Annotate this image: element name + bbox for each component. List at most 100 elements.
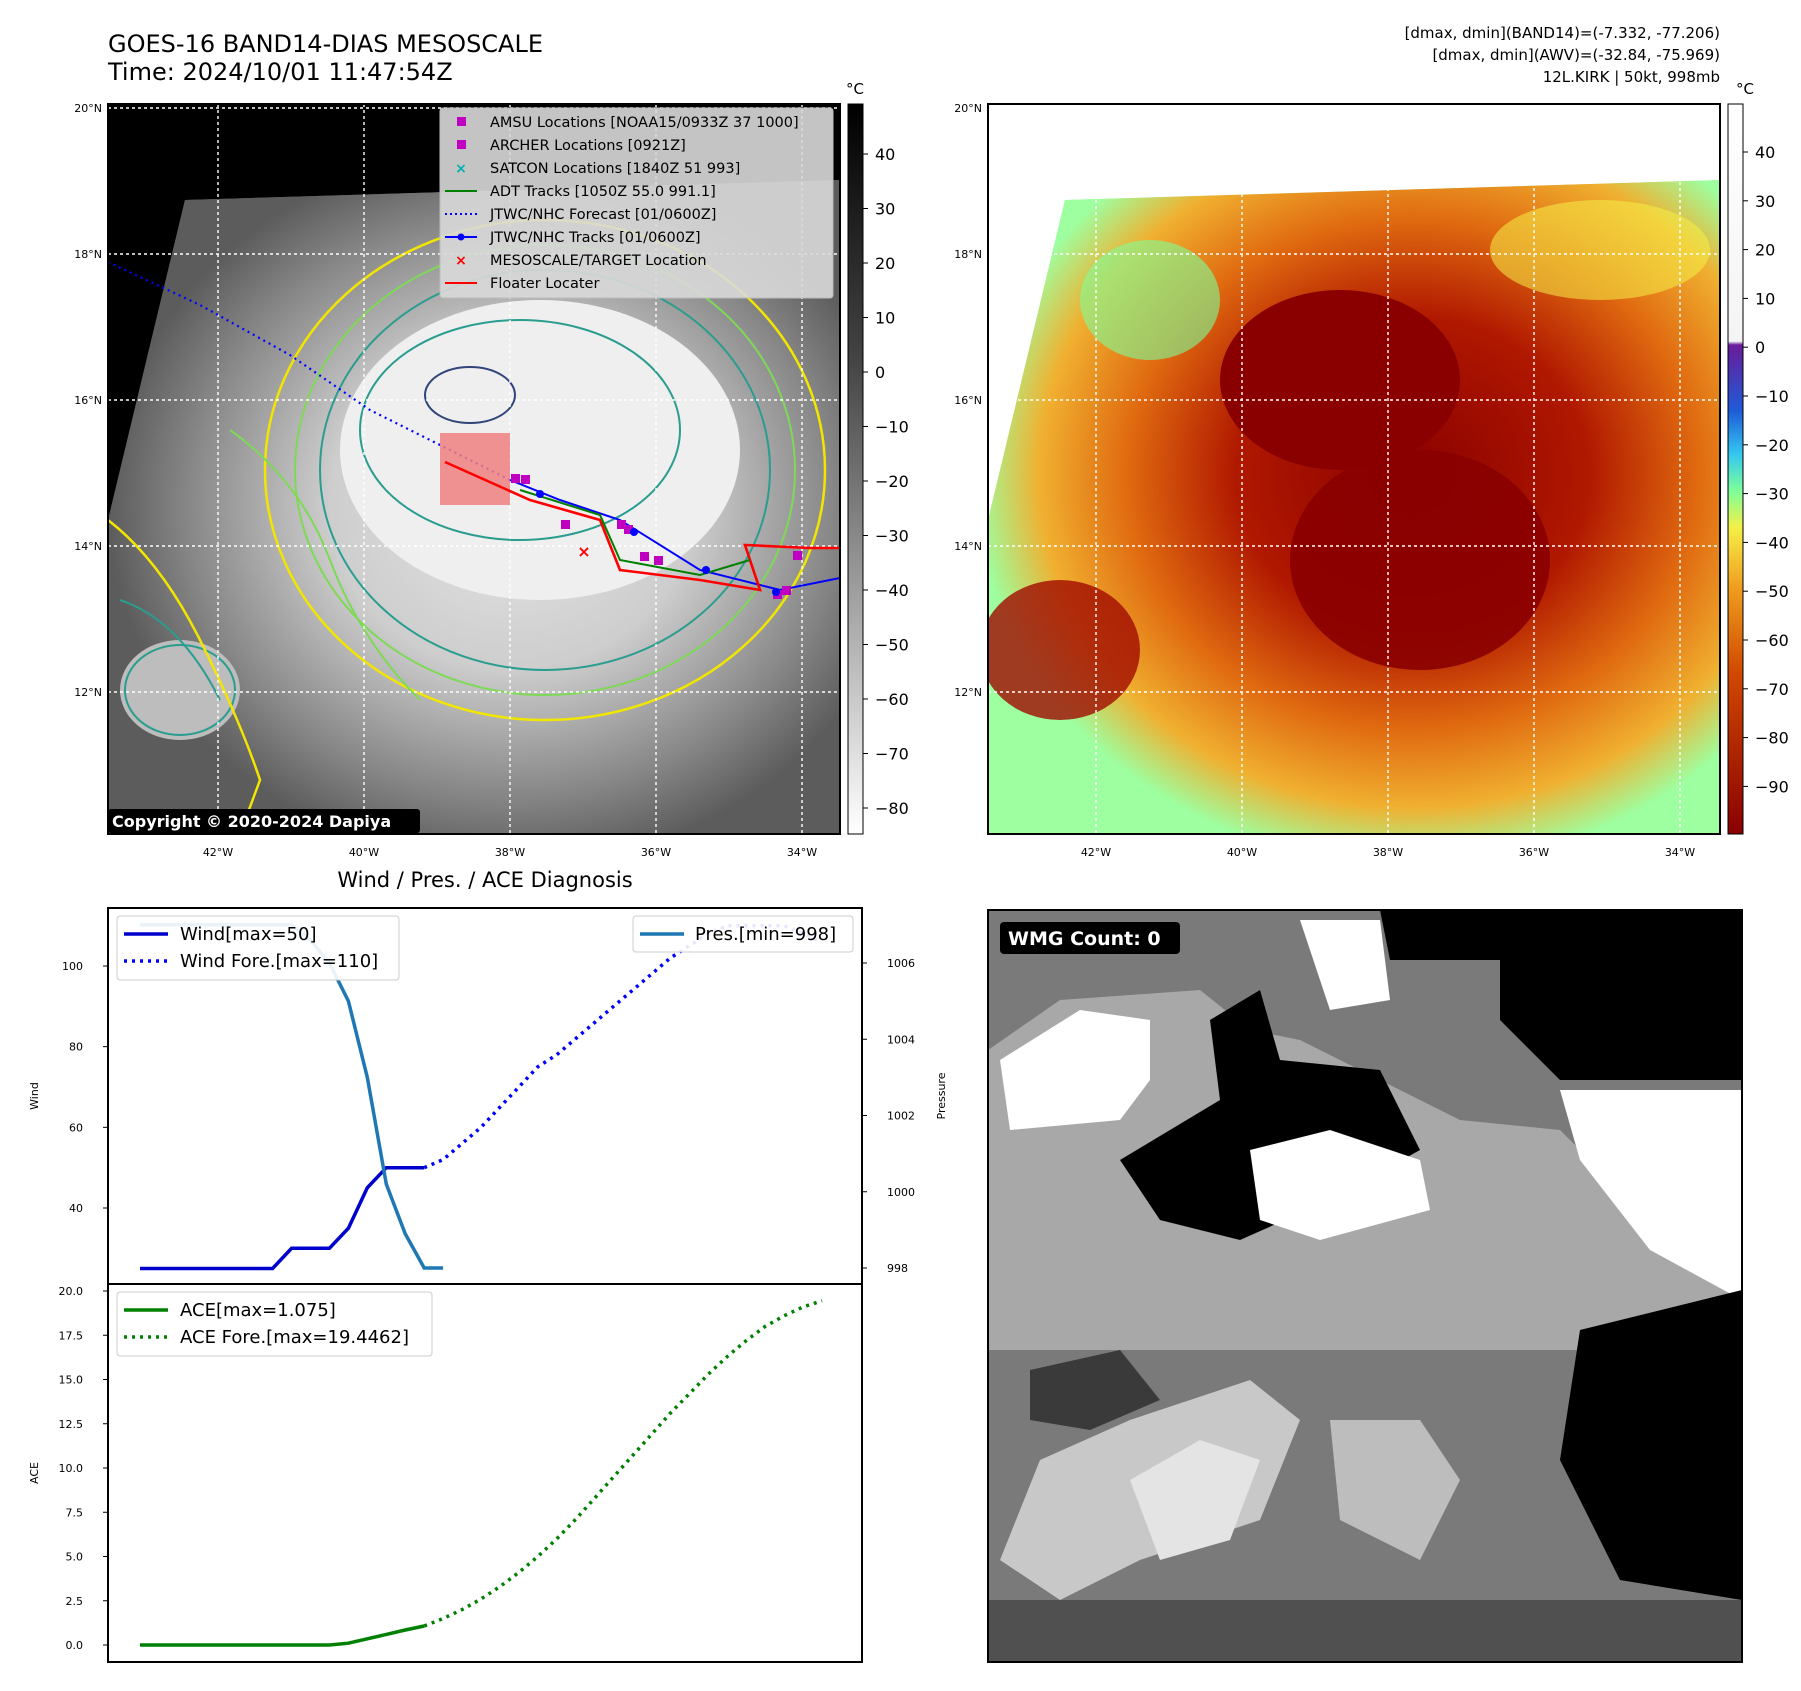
pressure-tick-label: 1004 bbox=[887, 1033, 915, 1046]
pressure-tick-label: 998 bbox=[887, 1262, 908, 1275]
svg-text:12°N: 12°N bbox=[954, 686, 982, 699]
svg-text:36°W: 36°W bbox=[1519, 846, 1549, 859]
legend-marker-satcon: × bbox=[455, 161, 467, 177]
svg-text:18°N: 18°N bbox=[74, 248, 102, 261]
legend-wind-forecast: Wind Fore.[max=110] bbox=[180, 951, 378, 972]
diag-title: Wind / Pres. / ACE Diagnosis bbox=[337, 868, 632, 892]
ir-color-map bbox=[987, 103, 1721, 835]
wind-pressure-panel: 40 60 80 100 998 1000 1002 1004 1006 Wind Press… bbox=[28, 907, 948, 1285]
info-band14: [dmax, dmin](BAND14)=(-7.332, -77.206) bbox=[1405, 24, 1720, 42]
legend-ace: ACE[max=1.075] bbox=[180, 1300, 336, 1321]
svg-text:×: × bbox=[577, 542, 590, 561]
legend-label-target: MESOSCALE/TARGET Location bbox=[490, 253, 707, 269]
wmg-panel: WMG Count: 0 bbox=[987, 909, 1743, 1663]
svg-text:20°N: 20°N bbox=[954, 102, 982, 115]
ace-panel: 0.0 2.5 5.0 7.5 10.0 12.5 15.0 17.5 20.0 ACE ACE… bbox=[28, 1283, 863, 1663]
wind-tick-label: 60 bbox=[69, 1121, 83, 1134]
right-colorbar: °C 40 30 20 10 0 −10 −20 −30 −40 −50 −60 −70 −80 −90 bbox=[1727, 80, 1789, 835]
colorbar-tick-label: −50 bbox=[875, 636, 909, 655]
svg-text:34°W: 34°W bbox=[787, 846, 817, 859]
colorbar-tick-label: −10 bbox=[1755, 387, 1789, 406]
colorbar-tick-label: −30 bbox=[1755, 485, 1789, 504]
colorbar-tick-label: −80 bbox=[1755, 729, 1789, 748]
legend-label-archer: ARCHER Locations [0921Z] bbox=[490, 138, 686, 154]
svg-text:42°W: 42°W bbox=[203, 846, 233, 859]
ace-tick-label: 12.5 bbox=[59, 1418, 84, 1431]
svg-text:38°W: 38°W bbox=[495, 846, 525, 859]
colorbar-tick-label: 10 bbox=[875, 309, 895, 328]
svg-text:42°W: 42°W bbox=[1081, 846, 1111, 859]
svg-text:18°N: 18°N bbox=[954, 248, 982, 261]
svg-text:14°N: 14°N bbox=[74, 540, 102, 553]
colorbar-tick-label: 20 bbox=[1755, 241, 1775, 260]
left-colorbar-ticks: 40 30 20 10 0 −10 −20 −30 −40 −50 −60 −70 −80 bbox=[863, 145, 909, 818]
svg-text:16°N: 16°N bbox=[954, 394, 982, 407]
map-legend: × × AMSU Locations [NOAA15/0933Z 37 1000… bbox=[439, 107, 834, 299]
figure-time: Time: 2024/10/01 11:47:54Z bbox=[107, 58, 453, 86]
colorbar-tick-label: 0 bbox=[1755, 338, 1765, 357]
left-colorbar-unit: °C bbox=[846, 80, 864, 98]
pressure-y-ticks: 998 1000 1002 1004 1006 bbox=[862, 957, 915, 1275]
pressure-tick-label: 1000 bbox=[887, 1186, 915, 1199]
ace-tick-label: 2.5 bbox=[66, 1595, 84, 1608]
legend-marker-amsu bbox=[457, 117, 466, 126]
colorbar-tick-label: −40 bbox=[875, 581, 909, 600]
right-colorbar-ticks: 40 30 20 10 0 −10 −20 −30 −40 −50 −60 −70 −80 −90 bbox=[1743, 143, 1789, 796]
colorbar-tick-label: −70 bbox=[875, 745, 909, 764]
colorbar-tick-label: 40 bbox=[875, 145, 895, 164]
ace-tick-label: 17.5 bbox=[59, 1329, 84, 1342]
wind-tick-label: 100 bbox=[62, 960, 83, 973]
colorbar-tick-label: −70 bbox=[1755, 680, 1789, 699]
ace-line bbox=[140, 1624, 425, 1647]
wind-y-ticks: 40 60 80 100 bbox=[62, 960, 108, 1215]
colorbar-tick-label: −10 bbox=[875, 418, 909, 437]
legend-ace-forecast: ACE Fore.[max=19.4462] bbox=[180, 1327, 409, 1348]
legend-wind: Wind[max=50] bbox=[180, 924, 317, 945]
ace-series-group bbox=[140, 1299, 823, 1647]
right-colorbar-unit: °C bbox=[1736, 80, 1754, 98]
colorbar-tick-label: −50 bbox=[1755, 582, 1789, 601]
svg-text:38°W: 38°W bbox=[1373, 846, 1403, 859]
ace-tick-label: 7.5 bbox=[66, 1506, 84, 1519]
svg-text:16°N: 16°N bbox=[74, 394, 102, 407]
colorbar-tick-label: −90 bbox=[1755, 777, 1789, 796]
svg-text:14°N: 14°N bbox=[954, 540, 982, 553]
legend-pressure: Pres.[min=998] bbox=[695, 924, 836, 945]
right-map-lat-ticks: 20°N 18°N 16°N 14°N 12°N bbox=[954, 102, 982, 699]
ace-ylabel: ACE bbox=[28, 1462, 41, 1484]
wind-ylabel: Wind bbox=[28, 1082, 41, 1110]
svg-text:40°W: 40°W bbox=[1227, 846, 1257, 859]
legend-label-forecast: JTWC/NHC Forecast [01/0600Z] bbox=[489, 207, 716, 223]
copyright-badge: Copyright © 2020-2024 Dapiya bbox=[108, 809, 420, 833]
right-map-lon-ticks: 42°W 40°W 38°W 36°W 34°W bbox=[1081, 846, 1695, 859]
legend-label-tracks: JTWC/NHC Tracks [01/0600Z] bbox=[489, 230, 701, 246]
legend-label-adt: ADT Tracks [1050Z 55.0 991.1] bbox=[490, 184, 716, 200]
svg-text:Copyright © 2020-2024 Dapiya: Copyright © 2020-2024 Dapiya bbox=[112, 812, 391, 831]
colorbar-tick-label: 30 bbox=[1755, 192, 1775, 211]
ace-tick-label: 0.0 bbox=[66, 1639, 84, 1652]
colorbar-tick-label: −80 bbox=[875, 799, 909, 818]
left-map-lat-ticks: 20°N 18°N 16°N 14°N 12°N bbox=[74, 102, 102, 699]
pressure-tick-label: 1002 bbox=[887, 1110, 915, 1123]
wmg-count-label: WMG Count: 0 bbox=[1008, 928, 1161, 950]
ace-tick-label: 10.0 bbox=[59, 1462, 84, 1475]
svg-text:20°N: 20°N bbox=[74, 102, 102, 115]
colorbar-tick-label: 30 bbox=[875, 200, 895, 219]
ace-forecast-line bbox=[423, 1299, 823, 1628]
colorbar-tick-label: −30 bbox=[875, 527, 909, 546]
ace-tick-label: 20.0 bbox=[59, 1285, 84, 1298]
left-map-lon-ticks: 42°W 40°W 38°W 36°W 34°W bbox=[203, 846, 817, 859]
legend-label-amsu: AMSU Locations [NOAA15/0933Z 37 1000] bbox=[490, 115, 799, 131]
ace-tick-label: 15.0 bbox=[59, 1374, 84, 1387]
wind-tick-label: 80 bbox=[69, 1041, 83, 1054]
info-storm: 12L.KIRK | 50kt, 998mb bbox=[1543, 68, 1720, 86]
pressure-tick-label: 1006 bbox=[887, 957, 915, 970]
svg-text:12°N: 12°N bbox=[74, 686, 102, 699]
ace-y-ticks: 0.0 2.5 5.0 7.5 10.0 12.5 15.0 17.5 20.0 bbox=[59, 1285, 108, 1652]
svg-text:34°W: 34°W bbox=[1665, 846, 1695, 859]
colorbar-tick-label: −40 bbox=[1755, 533, 1789, 552]
info-awv: [dmax, dmin](AWV)=(-32.84, -75.969) bbox=[1432, 46, 1720, 64]
ace-tick-label: 5.0 bbox=[66, 1551, 84, 1564]
colorbar-tick-label: −60 bbox=[875, 690, 909, 709]
colorbar-tick-label: −20 bbox=[1755, 436, 1789, 455]
